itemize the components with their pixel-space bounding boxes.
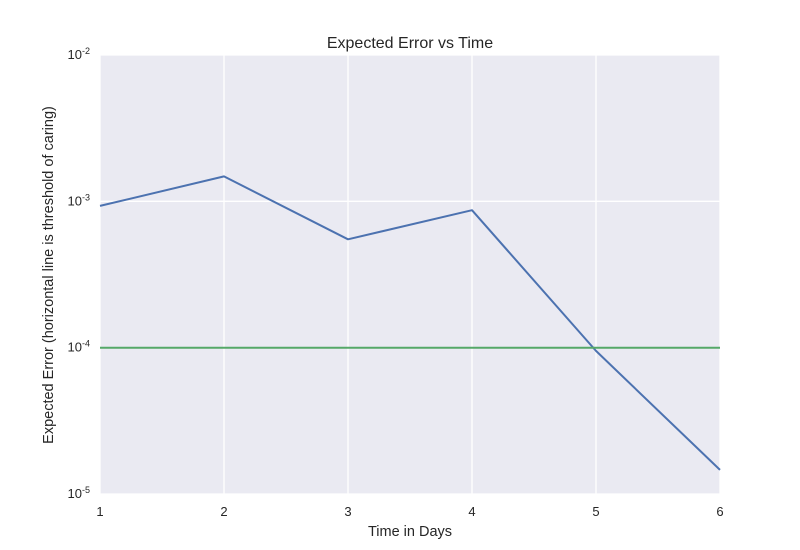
series-line-1 bbox=[99, 175, 721, 471]
x-tick-label: 5 bbox=[592, 504, 599, 519]
x-tick-labels: 1 2 3 4 5 6 bbox=[96, 504, 723, 519]
y-tick-label: 10-5 bbox=[68, 485, 90, 501]
x-tick-label: 4 bbox=[468, 504, 475, 519]
x-axis-label: Time in Days bbox=[368, 524, 452, 540]
y-tick-labels: 10-2 10-3 10-4 10-5 bbox=[68, 46, 90, 501]
y-axis-label: Expected Error (horizontal line is thres… bbox=[41, 106, 57, 444]
y-tick-label: 10-3 bbox=[68, 192, 90, 208]
x-tick-label: 1 bbox=[96, 504, 103, 519]
series-lines bbox=[99, 175, 721, 471]
x-tick-label: 2 bbox=[220, 504, 227, 519]
plot-area bbox=[100, 55, 720, 494]
y-tick-label: 10-4 bbox=[68, 339, 90, 355]
x-tick-label: 6 bbox=[716, 504, 723, 519]
chart-title: Expected Error vs Time bbox=[327, 35, 493, 52]
y-tick-label: 10-2 bbox=[68, 46, 90, 62]
x-tick-label: 3 bbox=[344, 504, 351, 519]
